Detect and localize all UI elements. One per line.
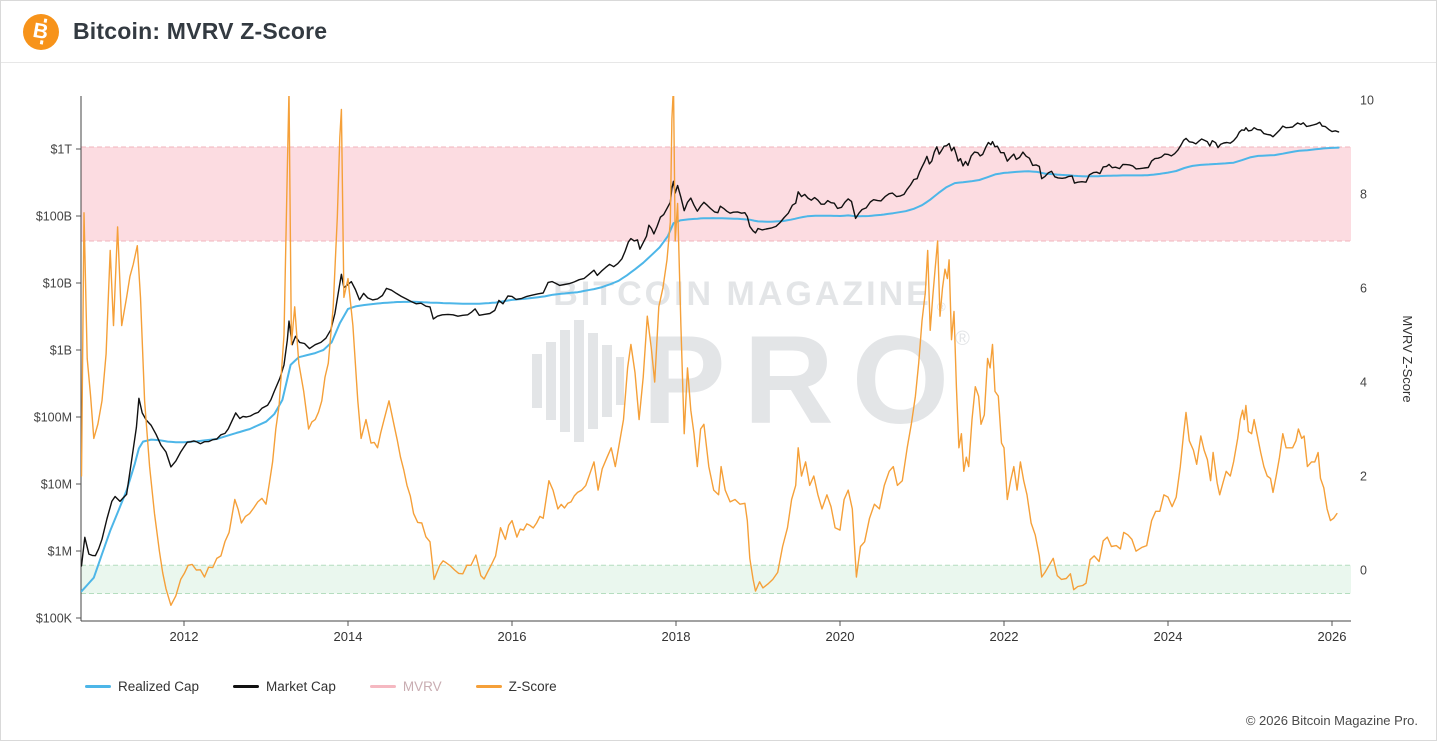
left-axis-label: $1T <box>50 143 72 157</box>
market-cap-line <box>81 121 1340 567</box>
chart-card: BITCOIN MAGAZINE® PRO ® $1T$100B$10B$1B$… <box>1 63 1436 740</box>
x-axis-label: 2012 <box>170 629 199 644</box>
left-axis-label: $100B <box>36 210 72 224</box>
right-axis-label: 8 <box>1360 188 1367 202</box>
z-score-line <box>81 96 1338 606</box>
x-axis-label: 2020 <box>826 629 855 644</box>
right-axis-label: 10 <box>1360 94 1374 108</box>
legend-item-z-score[interactable]: Z-Score <box>475 679 557 694</box>
legend-item-mvrv[interactable]: MVRV <box>369 679 442 694</box>
page-title: Bitcoin: MVRV Z-Score <box>73 18 328 44</box>
x-axis-label: 2016 <box>498 629 527 644</box>
footer-copyright: © 2026 Bitcoin Magazine Pro. <box>1245 713 1418 728</box>
bitcoin-icon: B <box>23 13 59 50</box>
left-axis-label: $10B <box>43 277 72 291</box>
header: B Bitcoin: MVRV Z-Score <box>1 1 1436 63</box>
left-axis-label: $100M <box>34 411 72 425</box>
mvrv-zscore-chart[interactable]: $1T$100B$10B$1B$100M$10M$1M$100K10864202… <box>1 63 1437 663</box>
legend-label: Z-Score <box>508 679 557 694</box>
legend-swatch <box>85 685 111 688</box>
x-axis-label: 2026 <box>1318 629 1347 644</box>
realized-cap-line <box>81 146 1340 593</box>
legend-swatch <box>369 685 396 688</box>
legend-item-realized-cap[interactable]: Realized Cap <box>85 679 199 694</box>
x-axis-label: 2014 <box>334 629 363 644</box>
right-axis-label: 0 <box>1360 564 1367 578</box>
legend-swatch <box>475 685 502 688</box>
left-axis-label: $100K <box>36 612 73 626</box>
legend-label: Market Cap <box>266 679 336 694</box>
right-axis-label: 6 <box>1360 282 1367 296</box>
legend-label: Realized Cap <box>118 679 200 694</box>
mvrv-overvalued-zone-band <box>81 147 1351 241</box>
legend-label: MVRV <box>402 679 442 694</box>
x-axis-label: 2022 <box>990 629 1019 644</box>
bitcoin-b-glyph: B <box>31 18 51 45</box>
left-axis-label: $1M <box>48 545 72 559</box>
right-axis-label: 4 <box>1360 376 1367 390</box>
mvrv-undervalued-zone-band <box>81 565 1351 594</box>
right-axis-title: MVRV Z-Score <box>1400 315 1415 402</box>
left-axis-label: $1B <box>50 344 72 358</box>
x-axis-label: 2018 <box>662 629 691 644</box>
right-axis-label: 2 <box>1360 470 1367 484</box>
x-axis-label: 2024 <box>1154 629 1183 644</box>
legend: Realized Cap Market Cap MVRV Z-Score <box>85 679 557 694</box>
legend-swatch <box>233 685 260 688</box>
legend-item-market-cap[interactable]: Market Cap <box>233 679 336 694</box>
left-axis-label: $10M <box>41 478 72 492</box>
